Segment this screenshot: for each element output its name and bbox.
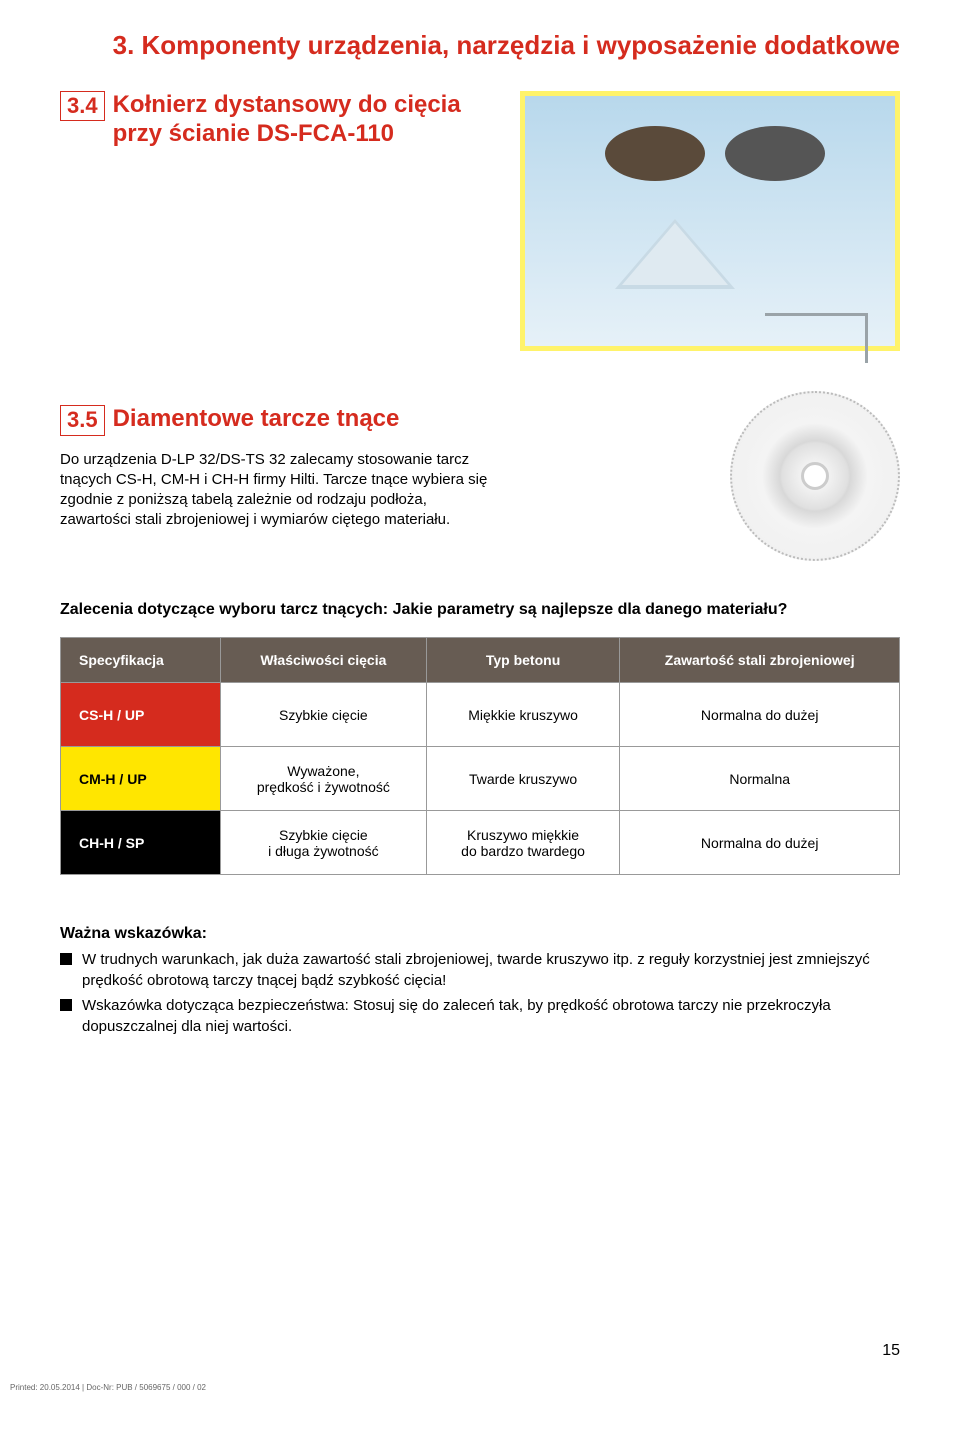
cell: Szybkie cięcie i długa żywotność <box>221 811 427 875</box>
section-heading-3-5: 3.5 Diamentowe tarcze tnące <box>60 405 700 435</box>
note-item: W trudnych warunkach, jak duża zawartość… <box>60 949 900 991</box>
note-item: Wskazówka dotycząca bezpieczeństwa: Stos… <box>60 995 900 1037</box>
table-header-row: Specyfikacja Właściwości cięcia Typ beto… <box>61 638 900 683</box>
cell: Normalna do dużej <box>620 683 900 747</box>
section-title: Diamentowe tarcze tnące <box>113 405 400 434</box>
selection-question: Zalecenia dotyczące wyboru tarcz tnących… <box>60 601 900 619</box>
row-label: CS-H / UP <box>61 683 221 747</box>
saw-blade-illustration <box>730 391 900 561</box>
table-row: CH-H / SP Szybkie cięcie i długa żywotno… <box>61 811 900 875</box>
cell: Twarde kruszywo <box>426 747 620 811</box>
important-note: Ważna wskazówka: W trudnych warunkach, j… <box>60 925 900 1037</box>
cell: Normalna <box>620 747 900 811</box>
col-concrete-type: Typ betonu <box>426 638 620 683</box>
product-illustration-3-4 <box>520 91 900 351</box>
section-paragraph: Do urządzenia D-LP 32/DS-TS 32 zalecamy … <box>60 450 500 531</box>
cell: Szybkie cięcie <box>221 683 427 747</box>
col-rebar-content: Zawartość stali zbrojeniowej <box>620 638 900 683</box>
cell: Wyważone, prędkość i żywotność <box>221 747 427 811</box>
section-heading-3-4: 3.4 Kołnierz dystansowy do cięcia przy ś… <box>60 91 490 149</box>
cell: Kruszywo miękkie do bardzo twardego <box>426 811 620 875</box>
col-spec: Specyfikacja <box>61 638 221 683</box>
page-number: 15 <box>882 1342 900 1360</box>
note-title: Ważna wskazówka: <box>60 925 900 943</box>
row-label: CH-H / SP <box>61 811 221 875</box>
table-row: CM-H / UP Wyważone, prędkość i żywotność… <box>61 747 900 811</box>
table-row: CS-H / UP Szybkie cięcie Miękkie kruszyw… <box>61 683 900 747</box>
chapter-title: 3. Komponenty urządzenia, narzędzia i wy… <box>60 30 900 61</box>
section-3-5: 3.5 Diamentowe tarcze tnące Do urządzeni… <box>60 391 900 561</box>
section-3-4: 3.4 Kołnierz dystansowy do cięcia przy ś… <box>60 91 900 351</box>
section-number-box: 3.4 <box>60 91 105 121</box>
cell: Normalna do dużej <box>620 811 900 875</box>
cell: Miękkie kruszywo <box>426 683 620 747</box>
col-cut-props: Właściwości cięcia <box>221 638 427 683</box>
row-label: CM-H / UP <box>61 747 221 811</box>
section-title: Kołnierz dystansowy do cięcia przy ścian… <box>113 91 490 149</box>
section-number-box: 3.5 <box>60 405 105 435</box>
spec-table: Specyfikacja Właściwości cięcia Typ beto… <box>60 637 900 875</box>
print-footer: Printed: 20.05.2014 | Doc-Nr: PUB / 5069… <box>10 1383 206 1392</box>
